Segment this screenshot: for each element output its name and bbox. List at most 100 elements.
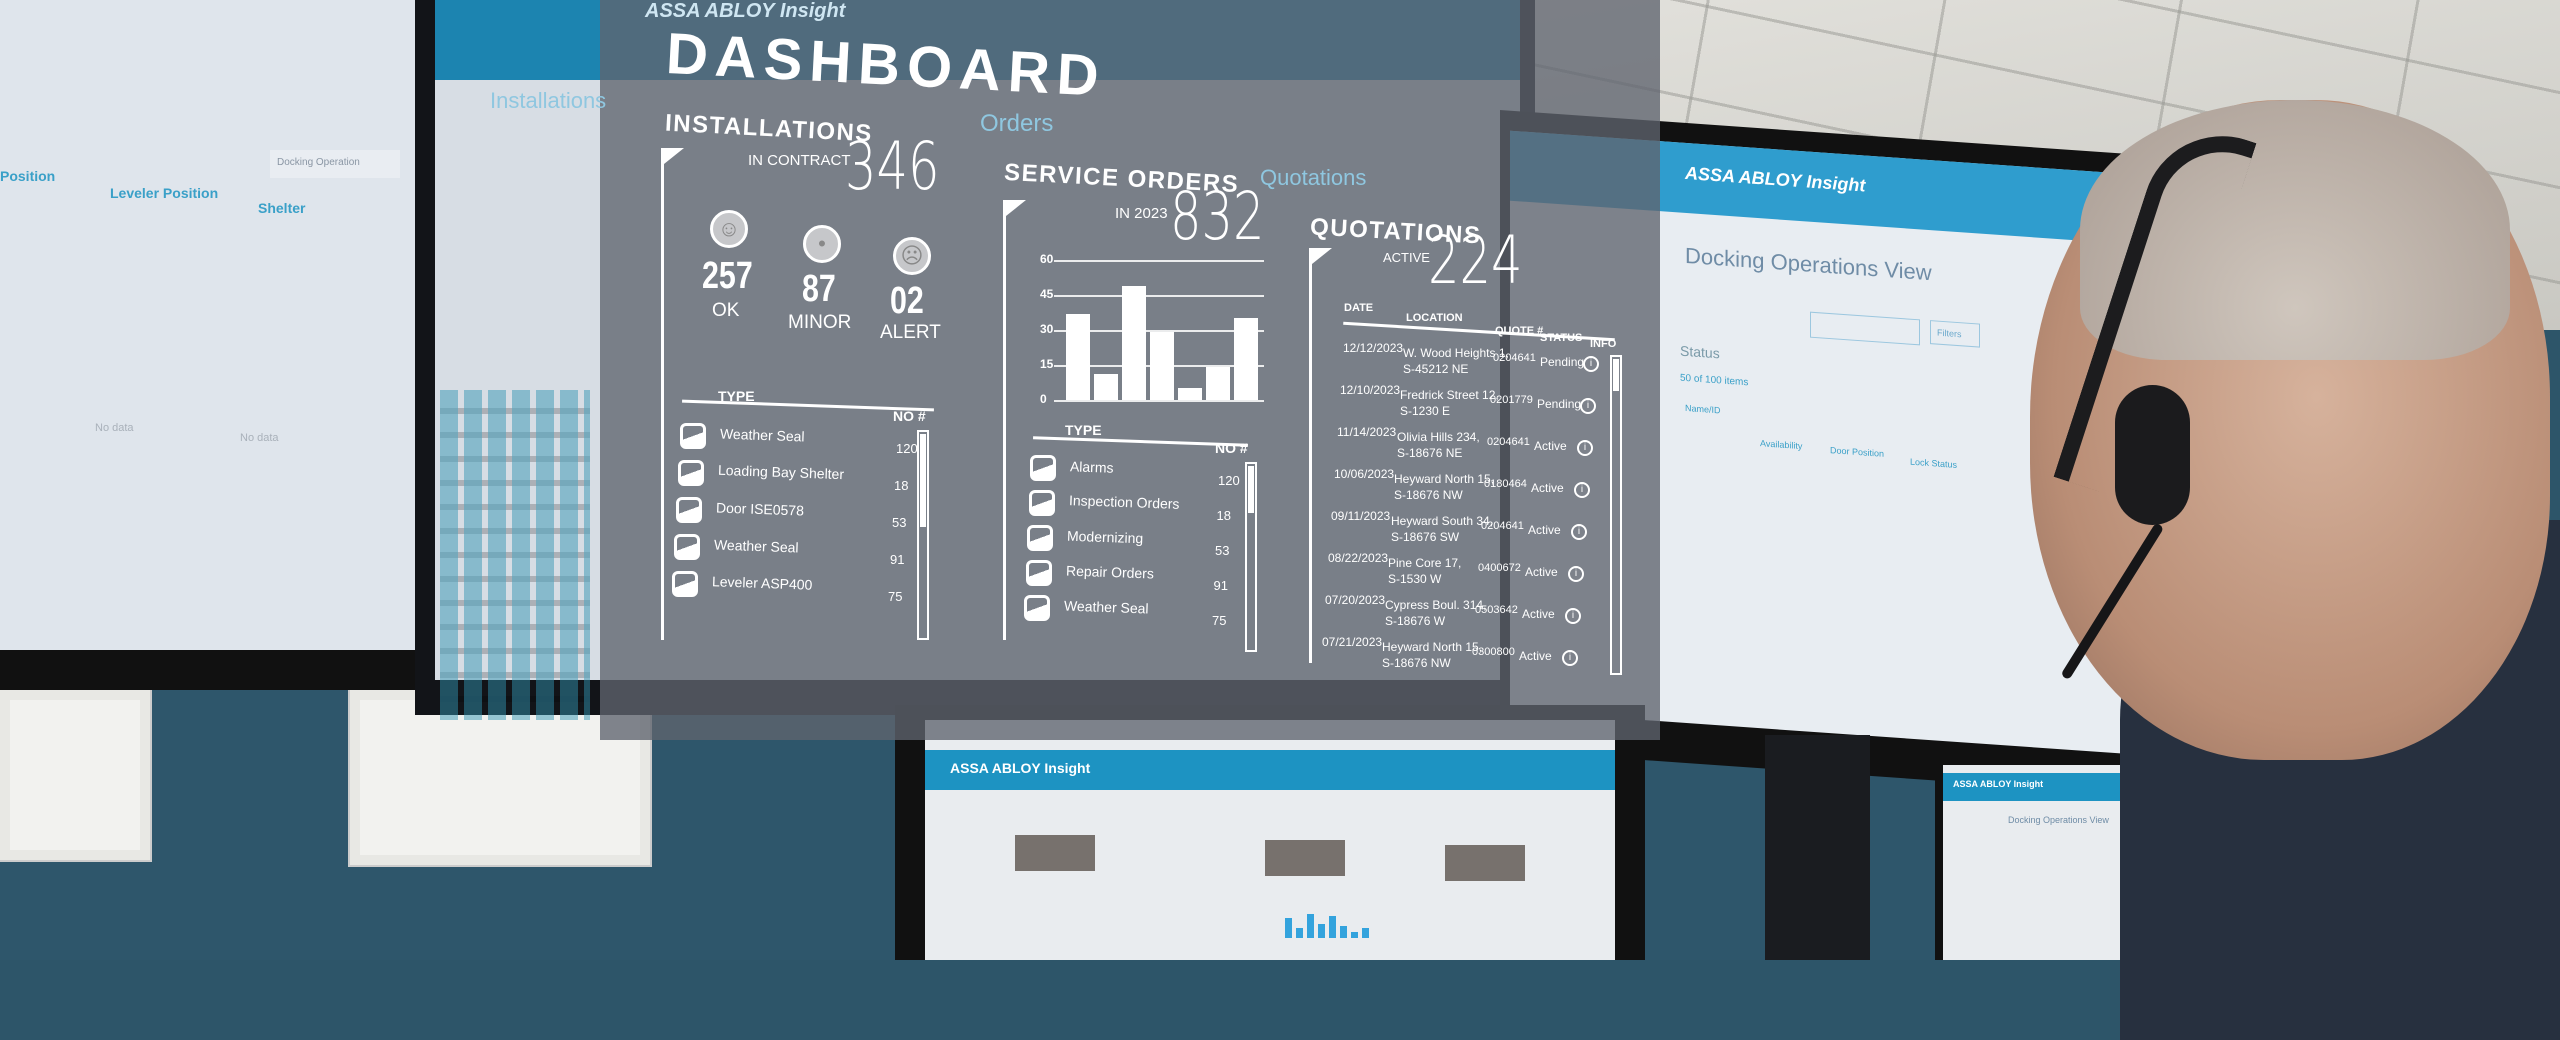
quote-location-line1: Olivia Hills 234,	[1397, 430, 1480, 444]
info-circle-icon[interactable]: i	[1562, 650, 1578, 666]
kpi-box	[1445, 845, 1525, 881]
monitor-stand	[1765, 735, 1870, 960]
row-count: 91	[890, 552, 905, 567]
row-count: 120	[1218, 473, 1240, 488]
service-orders-scrollbar[interactable]	[1245, 462, 1257, 652]
scrollbar-thumb[interactable]	[1248, 466, 1254, 513]
mini-bar	[1362, 928, 1369, 938]
image-placeholder-icon	[676, 497, 702, 523]
column-header: Availability	[1760, 438, 1803, 452]
image-placeholder-icon	[1024, 595, 1050, 621]
page-title: Docking Operations View	[1685, 242, 1932, 286]
flag-marker-icon	[664, 148, 684, 164]
gridline	[1054, 400, 1264, 402]
bottom-monitor-header-bar	[925, 750, 1615, 790]
person-hair	[2080, 100, 2510, 360]
quote-status: Active	[1519, 649, 1552, 663]
left-monitor-screen: Position Leveler Position Shelter Dockin…	[0, 0, 425, 650]
info-circle-icon[interactable]: i	[1565, 608, 1581, 624]
quote-date: 11/14/2023	[1337, 425, 1397, 439]
column-header: Position	[0, 168, 56, 184]
no-column-header: NO #	[893, 408, 926, 424]
image-placeholder-icon	[1028, 490, 1055, 516]
docking-operation-dropdown[interactable]: Docking Operation	[270, 150, 400, 178]
image-placeholder-icon	[680, 423, 706, 449]
quote-location-line1: Cypress Boul. 314,	[1385, 598, 1487, 612]
sad-face-icon: ☹	[893, 237, 931, 275]
row-count: 75	[1212, 613, 1227, 628]
mini-bar-chart	[1285, 910, 1375, 938]
image-placeholder-icon	[674, 534, 700, 560]
service-orders-total: 832	[1170, 178, 1265, 255]
no-column-header: NO #	[1215, 440, 1248, 456]
date-column-header: DATE	[1344, 302, 1374, 314]
quote-location-line1: Heyward North 15,	[1394, 472, 1495, 486]
column-header: Leveler Position	[110, 185, 219, 201]
app-logo: ASSA ABLOY Insight	[1953, 779, 2044, 789]
quote-location-line2: S-18676 NW	[1394, 488, 1463, 502]
quote-number: 0400672	[1478, 562, 1521, 574]
row-count: 120	[896, 441, 918, 456]
scrollbar-thumb[interactable]	[1613, 359, 1619, 391]
quote-location-line2: S-18676 SW	[1391, 530, 1460, 544]
quote-number: 0201779	[1490, 394, 1533, 406]
quote-location-line1: Heyward North 15,	[1382, 640, 1483, 654]
minor-count: 87	[802, 268, 836, 310]
info-circle-icon[interactable]: i	[1577, 440, 1593, 456]
quote-status: Pending	[1537, 397, 1582, 411]
divider-line	[1309, 248, 1312, 663]
info-circle-icon[interactable]: i	[1568, 566, 1584, 582]
service-orders-subtitle: IN 2023	[1115, 205, 1168, 222]
gridline	[1054, 260, 1264, 262]
info-circle-icon[interactable]: i	[1571, 524, 1587, 540]
info-circle-icon[interactable]: i	[1574, 482, 1590, 498]
filters-dropdown[interactable]: Filters	[1930, 320, 1980, 348]
gridline	[1054, 295, 1264, 297]
bar	[1234, 318, 1258, 400]
no-data-label: No data	[95, 422, 134, 434]
quote-date: 12/10/2023	[1340, 383, 1401, 397]
bar	[1150, 332, 1174, 400]
headset-earpiece	[2115, 385, 2190, 525]
mini-bar	[1285, 918, 1292, 938]
quotations-subtitle: ACTIVE	[1383, 250, 1430, 265]
quote-location-line2: S-1530 W	[1388, 572, 1442, 586]
quote-date: 12/12/2023	[1343, 341, 1404, 355]
installations-scrollbar[interactable]	[917, 430, 929, 640]
row-type: Modernizing	[1066, 527, 1144, 547]
minor-label: MINOR	[788, 312, 852, 333]
status-label: Status	[1680, 342, 1720, 362]
image-placeholder-icon	[672, 571, 698, 597]
quote-number: 0180464	[1484, 478, 1527, 490]
y-tick-label: 60	[1040, 252, 1054, 266]
quote-number: 0204641	[1487, 436, 1530, 448]
column-header: Lock Status	[1910, 456, 1958, 470]
bar	[1122, 285, 1146, 400]
image-placeholder-icon	[1030, 455, 1056, 481]
quote-location-line2: S-18676 NW	[1382, 656, 1451, 670]
row-count: 53	[1215, 543, 1230, 558]
page-title: Docking Operations View	[2008, 815, 2109, 825]
section-installations: Installations	[490, 88, 607, 113]
alert-label: ALERT	[880, 322, 941, 343]
y-tick-label: 45	[1040, 287, 1054, 301]
search-input[interactable]	[1810, 311, 1920, 346]
info-circle-icon[interactable]: i	[1583, 356, 1599, 372]
info-circle-icon[interactable]: i	[1580, 398, 1596, 414]
quote-date: 07/20/2023	[1325, 593, 1386, 607]
scrollbar-thumb[interactable]	[920, 434, 926, 527]
mini-bar	[1351, 932, 1358, 938]
service-orders-bar-chart: 0 15 30 45 60	[1040, 250, 1270, 420]
quote-location-line1: Pine Core 17,	[1388, 556, 1462, 570]
quotations-scrollbar[interactable]	[1610, 355, 1622, 675]
quote-location-line1: W. Wood Heights 1,	[1403, 346, 1509, 360]
section-quotations: Quotations	[1260, 165, 1367, 190]
location-column-header: LOCATION	[1406, 312, 1463, 324]
mini-bar	[1340, 926, 1347, 938]
type-column-header: TYPE	[1065, 422, 1102, 438]
neutral-face-icon: •	[803, 225, 841, 263]
row-count: 75	[888, 589, 903, 604]
quote-status: Pending	[1540, 355, 1585, 369]
quote-date: 10/06/2023	[1334, 467, 1395, 481]
quote-number: 0503642	[1475, 604, 1518, 616]
